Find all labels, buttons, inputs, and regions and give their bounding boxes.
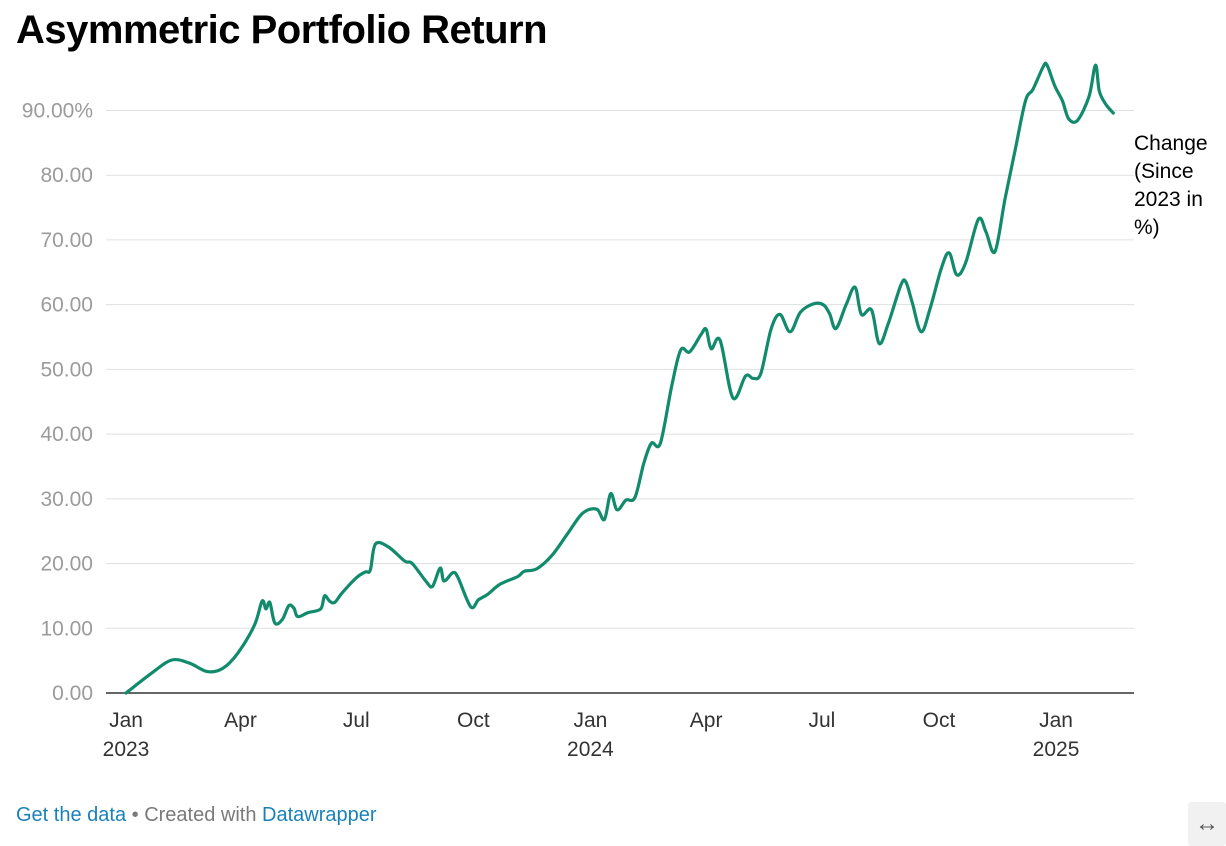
series-label: (Since <box>1134 160 1194 183</box>
y-tick-label: 20.00 <box>40 553 93 576</box>
y-axis-ticks: 0.00 10.00 20.00 30.00 40.00 50.00 60.00 70.00 8… <box>22 99 93 705</box>
series-label-group: Change (Since 2023 in%) <box>1134 132 1208 239</box>
x-tick-label: Apr <box>224 709 257 732</box>
y-tick-label: 90.00% <box>22 99 93 122</box>
footer-credit-text: • Created with <box>126 804 263 826</box>
x-tick-label: Apr <box>690 709 723 732</box>
x-tick-label: Jul <box>808 709 835 732</box>
y-tick-label: 70.00 <box>40 229 93 252</box>
x-tick-year-label: 2023 <box>103 738 150 761</box>
chart-title: Asymmetric Portfolio Return <box>16 8 548 52</box>
x-axis-ticks: Jan 2023 Apr Jul Oct Jan 2024 Apr Jul Oct Jan 2025 <box>103 709 1080 761</box>
x-tick-year-label: 2024 <box>567 738 614 761</box>
series-label: %) <box>1134 216 1160 239</box>
gridlines <box>106 109 1134 694</box>
y-tick-label: 40.00 <box>40 423 93 446</box>
x-tick-label: Jul <box>343 709 370 732</box>
expand-icon[interactable]: ↔ <box>1188 802 1226 846</box>
series-group <box>124 61 1115 695</box>
x-tick-label: Jan <box>109 709 143 732</box>
footer: Get the data • Created with Datawrapper <box>16 804 377 827</box>
x-tick-year-label: 2025 <box>1033 738 1080 761</box>
datawrapper-link[interactable]: Datawrapper <box>262 804 377 826</box>
y-tick-label: 80.00 <box>40 164 93 187</box>
get-data-link[interactable]: Get the data <box>16 804 127 826</box>
y-tick-label: 50.00 <box>40 358 93 381</box>
line-chart: 0.00 10.00 20.00 30.00 40.00 50.00 60.00 70.00 8… <box>22 61 1208 761</box>
x-tick-label: Oct <box>923 709 956 732</box>
y-tick-label: 10.00 <box>40 617 93 640</box>
series-line <box>124 61 1115 695</box>
series-label: Change <box>1134 132 1208 155</box>
y-tick-label: 30.00 <box>40 488 93 511</box>
x-tick-label: Jan <box>1039 709 1073 732</box>
series-label: 2023 in <box>1134 188 1203 211</box>
x-tick-label: Oct <box>457 709 490 732</box>
y-tick-label: 0.00 <box>52 682 93 705</box>
y-tick-label: 60.00 <box>40 294 93 317</box>
x-tick-label: Jan <box>573 709 607 732</box>
